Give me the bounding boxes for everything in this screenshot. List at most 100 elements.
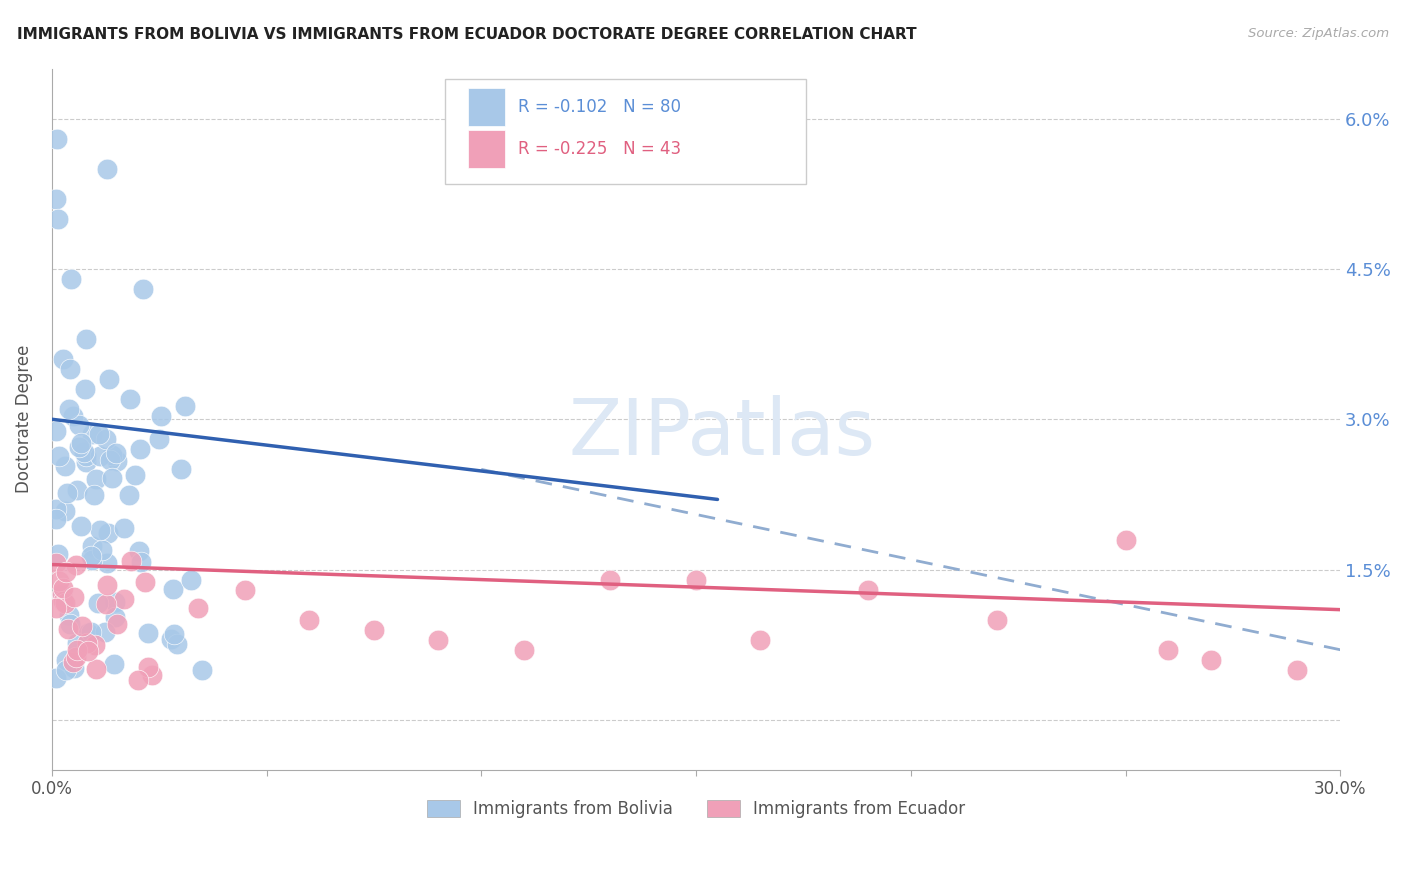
Point	[104, 610, 127, 624]
Point	[84, 471, 107, 485]
Point	[120, 554, 142, 568]
Point	[65, 650, 87, 665]
Point	[104, 595, 127, 609]
Point	[75, 450, 97, 464]
Point	[132, 282, 155, 296]
Point	[66, 635, 89, 649]
Point	[45, 671, 67, 685]
Point	[163, 626, 186, 640]
Point	[98, 453, 121, 467]
Point	[136, 625, 159, 640]
Point	[233, 582, 256, 597]
Point	[150, 409, 173, 423]
Point	[60, 272, 83, 286]
Point	[124, 468, 146, 483]
Point	[97, 526, 120, 541]
Point	[59, 362, 82, 376]
Point	[89, 426, 111, 441]
Point	[96, 578, 118, 592]
Point	[66, 483, 89, 498]
Point	[58, 608, 80, 623]
Point	[96, 161, 118, 176]
Point	[1201, 653, 1223, 667]
Point	[1115, 533, 1137, 547]
Point	[129, 442, 152, 457]
Point	[89, 524, 111, 538]
Point	[53, 504, 76, 518]
Point	[82, 427, 104, 442]
Point	[127, 673, 149, 687]
Point	[48, 574, 70, 589]
Point	[856, 582, 879, 597]
Point	[105, 617, 128, 632]
Point	[62, 409, 84, 424]
Point	[114, 591, 136, 606]
Point	[45, 131, 67, 145]
Point	[162, 582, 184, 596]
Point	[298, 613, 321, 627]
Point	[1286, 663, 1309, 677]
Point	[46, 211, 69, 226]
Point	[112, 521, 135, 535]
Point	[51, 589, 73, 603]
Point	[98, 372, 121, 386]
Point	[101, 471, 124, 485]
Point	[56, 486, 79, 500]
Point	[48, 449, 70, 463]
Point	[76, 636, 98, 650]
Point	[83, 638, 105, 652]
Point	[55, 565, 77, 579]
Point	[70, 435, 93, 450]
Point	[59, 617, 82, 632]
Point	[160, 632, 183, 646]
Point	[89, 449, 111, 463]
Text: IMMIGRANTS FROM BOLIVIA VS IMMIGRANTS FROM ECUADOR DOCTORATE DEGREE CORRELATION : IMMIGRANTS FROM BOLIVIA VS IMMIGRANTS FR…	[17, 27, 917, 42]
Point	[513, 642, 536, 657]
Point	[141, 668, 163, 682]
Point	[685, 573, 707, 587]
Point	[94, 625, 117, 640]
Point	[66, 643, 89, 657]
FancyBboxPatch shape	[444, 79, 806, 185]
Point	[82, 553, 104, 567]
Point	[75, 455, 97, 469]
Text: Source: ZipAtlas.com: Source: ZipAtlas.com	[1249, 27, 1389, 40]
Point	[91, 542, 114, 557]
Point	[62, 661, 84, 675]
Point	[87, 596, 110, 610]
Text: R = -0.102   N = 80: R = -0.102 N = 80	[519, 98, 681, 116]
Point	[45, 192, 67, 206]
Point	[75, 382, 97, 396]
Point	[94, 597, 117, 611]
Point	[118, 488, 141, 502]
Point	[82, 539, 104, 553]
Point	[363, 623, 385, 637]
Point	[80, 625, 103, 640]
Y-axis label: Doctorate Degree: Doctorate Degree	[15, 345, 32, 493]
Point	[120, 392, 142, 407]
Point	[84, 662, 107, 676]
Point	[46, 547, 69, 561]
Point	[1157, 642, 1180, 657]
Point	[169, 462, 191, 476]
Point	[101, 448, 124, 462]
Point	[80, 549, 103, 563]
Point	[96, 557, 118, 571]
Point	[45, 556, 67, 570]
Point	[103, 657, 125, 672]
Point	[76, 626, 98, 640]
Point	[148, 432, 170, 446]
Point	[134, 574, 156, 589]
Point	[45, 424, 67, 438]
Point	[58, 402, 80, 417]
Point	[166, 637, 188, 651]
Point	[94, 433, 117, 447]
Point	[75, 332, 97, 346]
Point	[599, 573, 621, 587]
Point	[187, 601, 209, 615]
Point	[45, 511, 67, 525]
Point	[180, 573, 202, 587]
Point	[191, 664, 214, 678]
Point	[51, 587, 73, 601]
Point	[105, 454, 128, 468]
